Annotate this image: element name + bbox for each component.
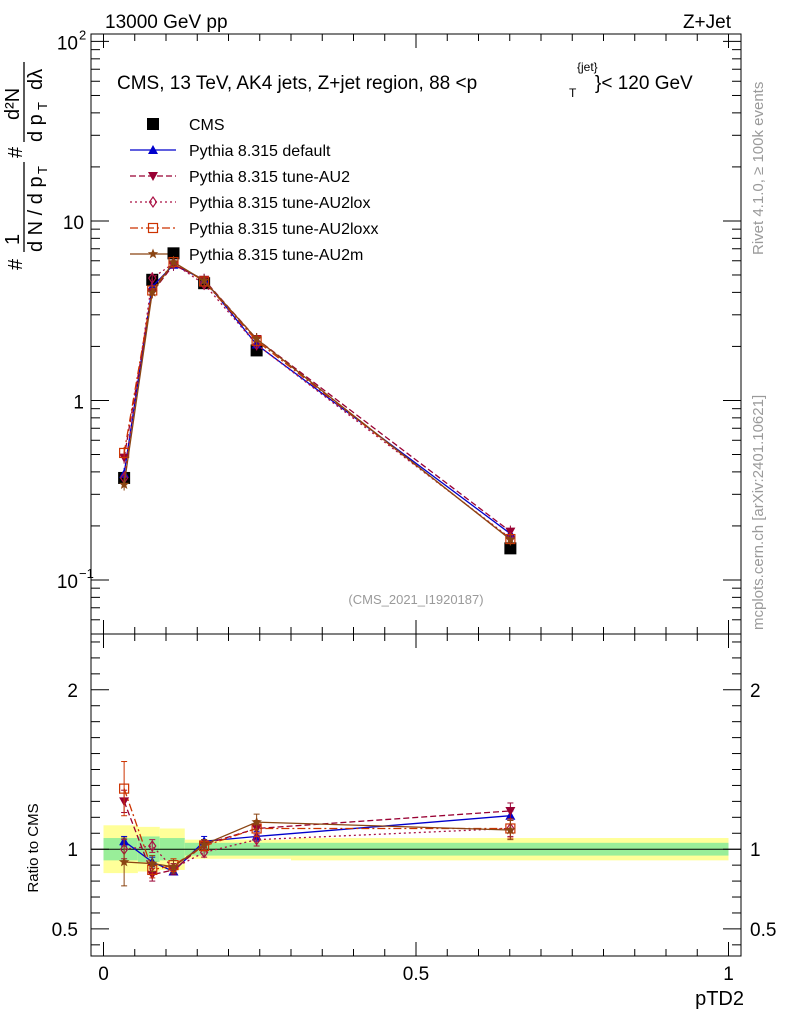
legend-entry-0: CMS: [147, 117, 225, 134]
legend-entry-3: Pythia 8.315 tune-AU2lox: [130, 195, 370, 212]
ratio-tick-label: 2: [67, 681, 78, 702]
title-sub: T: [569, 86, 577, 100]
title-end: }< 120 GeV: [595, 73, 693, 94]
x-tick-label: 0.5: [403, 964, 429, 985]
header-left: 13000 GeV pp: [105, 12, 228, 33]
legend-marker: [148, 195, 158, 209]
series-point-ratio: [251, 816, 262, 827]
legend-marker: [147, 222, 159, 234]
y-tick-label-exp: 2: [79, 27, 86, 42]
ratio-frame: [90, 633, 742, 957]
header-right: Z+Jet: [683, 12, 732, 33]
main-ylabel: # 1 d N / d p T # d²N d p T dλ: [2, 62, 50, 270]
x-axis-label: pTD2: [695, 988, 744, 1010]
series-point-ratio: [168, 861, 179, 872]
ylabel-one: 1: [2, 234, 24, 245]
legend-label: Pythia 8.315 default: [189, 143, 331, 160]
series-0: [119, 258, 516, 876]
legend-label: CMS: [189, 117, 225, 134]
plot-title: CMS, 13 TeV, AK4 jets, Z+jet region, 88 …: [117, 60, 693, 100]
series-line-ratio: [123, 801, 511, 876]
cms-point: [167, 247, 180, 260]
series-line-main: [123, 262, 511, 539]
ylabel-hash2: #: [5, 146, 27, 158]
title-sup: {jet}: [577, 60, 598, 74]
series-point-ratio: [505, 806, 516, 816]
legend-entry-4: Pythia 8.315 tune-AU2loxx: [130, 221, 378, 238]
series-point-ratio: [198, 838, 210, 849]
series-4: [118, 256, 516, 887]
legend-marker: [148, 145, 158, 154]
legend-label: Pythia 8.315 tune-AU2: [189, 169, 350, 186]
series-line-main: [123, 261, 511, 541]
series-line-ratio: [124, 827, 511, 870]
series-point-ratio: [505, 824, 516, 835]
legend-entry-1: Pythia 8.315 default: [130, 143, 331, 160]
series-line-ratio: [124, 821, 511, 868]
series-point-ratio: [252, 833, 261, 846]
legend: CMS Pythia 8.315 default Pythia 8.315 tune…: [130, 117, 378, 264]
legend-label: Pythia 8.315 tune-AU2lox: [189, 195, 370, 212]
ylabel-hash1: #: [5, 258, 27, 270]
x-tick-label: 0: [98, 964, 109, 985]
ylabel-den: d N / d p: [25, 176, 47, 252]
ratio-tick-label-right: 1: [750, 840, 761, 861]
mcplots-label: mcplots.cern.ch [arXiv:2401.10621]: [750, 395, 767, 630]
series-point-main: [505, 527, 516, 537]
ylabel-den-sub: T: [35, 166, 50, 174]
rivet-label: Rivet 4.1.0, ≥ 100k events: [750, 82, 767, 255]
ylabel-den2: d p: [25, 114, 47, 142]
title-main: CMS, 13 TeV, AK4 jets, Z+jet region, 88 …: [117, 73, 477, 94]
ratio-ylabel: Ratio to CMS: [25, 803, 42, 892]
series-line-main: [123, 261, 511, 540]
series-point-main: [505, 534, 516, 544]
legend-label: Pythia 8.315 tune-AU2loxx: [189, 221, 378, 238]
legend-entry-5: Pythia 8.315 tune-AU2m: [130, 247, 363, 264]
y-tick-label: 10: [57, 33, 78, 54]
plot-series: [118, 247, 517, 887]
y-tick-label: 1: [73, 392, 84, 413]
series-1: [119, 258, 516, 882]
series-point-main: [148, 272, 157, 285]
series-point-ratio: [119, 783, 130, 794]
ratio-tick-label: 1: [67, 840, 78, 861]
legend-label: Pythia 8.315 tune-AU2m: [189, 247, 363, 264]
series-point-main: [252, 338, 261, 351]
ratio-tick-label-right: 2: [750, 681, 761, 702]
series-point-main: [118, 479, 130, 489]
series-point-main: [251, 333, 262, 344]
legend-marker: [147, 248, 159, 259]
ylabel-den2-sub: T: [35, 102, 50, 110]
series-cms: [118, 247, 517, 555]
legend-marker: [147, 118, 159, 130]
x-tick-label: 1: [723, 964, 734, 985]
series-point-main: [198, 275, 210, 286]
watermark: (CMS_2021_I1920187): [348, 592, 483, 607]
y-tick-label-exp: −1: [79, 566, 94, 581]
legend-marker: [148, 172, 158, 181]
series-point-ratio: [147, 858, 158, 868]
series-3: [119, 256, 516, 879]
y-tick-label: 10: [57, 572, 78, 593]
series-point-main: [168, 256, 179, 267]
ratio-tick-label: 0.5: [52, 920, 78, 941]
ylabel-num2: d²N: [2, 88, 24, 120]
y-tick-label: 10: [63, 213, 84, 234]
cms-point: [504, 542, 517, 555]
ylabel-den2-end: dλ: [25, 69, 47, 90]
legend-entry-2: Pythia 8.315 tune-AU2: [130, 169, 350, 186]
series-point-ratio: [118, 856, 130, 867]
series-point-main: [147, 286, 158, 297]
series-line-ratio: [123, 788, 511, 871]
ratio-bands: [91, 825, 741, 874]
series-2: [119, 257, 515, 875]
series-point-ratio: [148, 839, 157, 853]
ratio-tick-label-right: 0.5: [750, 920, 776, 941]
series-line-main: [123, 263, 511, 533]
